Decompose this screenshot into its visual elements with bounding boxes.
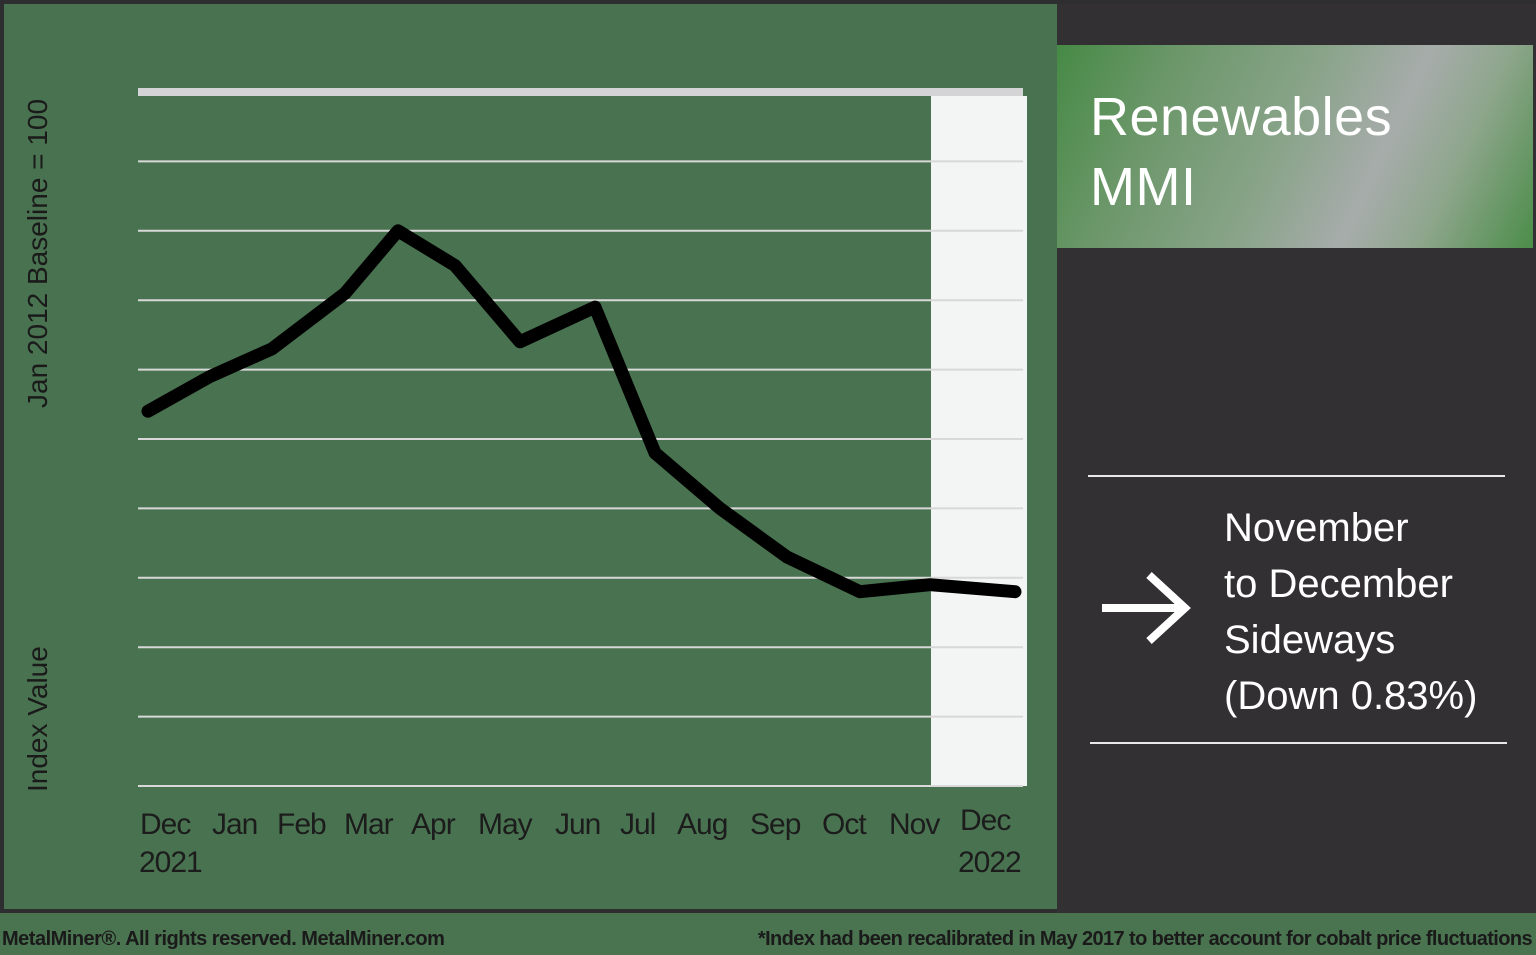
chart-title: Renewables MMI xyxy=(1090,82,1392,222)
x-tick-label: Sep xyxy=(750,808,801,841)
arrow-right-icon xyxy=(1102,572,1191,644)
trend-line-3: Sideways xyxy=(1224,618,1396,662)
x-tick-label: Jan xyxy=(212,808,258,841)
x-year-end: 2022 xyxy=(958,846,1022,879)
copyright-text: MetalMiner®. All rights reserved. MetalM… xyxy=(2,928,445,950)
trend-line-4: (Down 0.83%) xyxy=(1224,674,1478,718)
gridlines xyxy=(138,88,1023,787)
series-line xyxy=(141,224,1022,599)
x-tick-label: Oct xyxy=(822,808,867,841)
trend-line-2: to December xyxy=(1224,562,1453,606)
title-line-2: MMI xyxy=(1090,157,1197,217)
x-tick-label: Feb xyxy=(277,808,327,841)
trend-line-1: November xyxy=(1224,506,1409,550)
line-chart xyxy=(138,88,1027,787)
title-line-1: Renewables xyxy=(1090,87,1393,147)
title-banner xyxy=(1057,45,1533,248)
x-year-start: 2021 xyxy=(139,846,203,879)
divider-top xyxy=(1088,475,1505,477)
highlight-region xyxy=(931,96,1027,786)
divider-bottom xyxy=(1090,742,1507,744)
y-axis-label-bottom: Index Value xyxy=(22,646,53,792)
footnote-text: *Index had been recalibrated in May 2017… xyxy=(757,928,1533,950)
x-tick-label: Aug xyxy=(677,808,728,841)
trend-summary: November to December Sideways (Down 0.83… xyxy=(1224,500,1477,724)
y-axis-label-top: Jan 2012 Baseline = 100 xyxy=(22,98,53,408)
x-tick-label: Nov xyxy=(889,808,940,841)
x-tick-label: May xyxy=(478,808,533,841)
x-tick-label: Apr xyxy=(411,808,456,841)
x-tick-label: Dec xyxy=(140,808,191,841)
x-tick-label: Mar xyxy=(344,808,394,841)
x-tick-label: Dec xyxy=(960,804,1011,837)
x-tick-label: Jun xyxy=(555,808,601,841)
x-tick-label: Jul xyxy=(620,808,656,841)
